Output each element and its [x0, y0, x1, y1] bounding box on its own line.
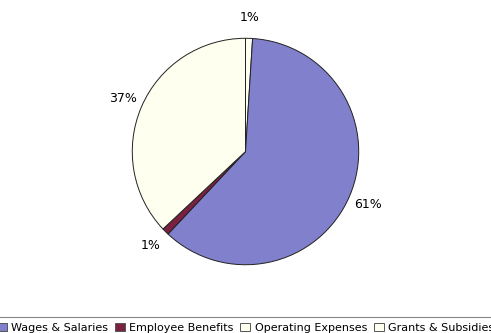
Wedge shape	[132, 38, 246, 229]
Text: 61%: 61%	[354, 198, 382, 211]
Text: 1%: 1%	[141, 239, 161, 252]
Text: 1%: 1%	[240, 11, 260, 25]
Legend: Wages & Salaries, Employee Benefits, Operating Expenses, Grants & Subsidies: Wages & Salaries, Employee Benefits, Ope…	[0, 317, 491, 333]
Wedge shape	[168, 39, 359, 265]
Wedge shape	[246, 38, 252, 152]
Text: 37%: 37%	[109, 92, 137, 105]
Wedge shape	[163, 152, 246, 234]
